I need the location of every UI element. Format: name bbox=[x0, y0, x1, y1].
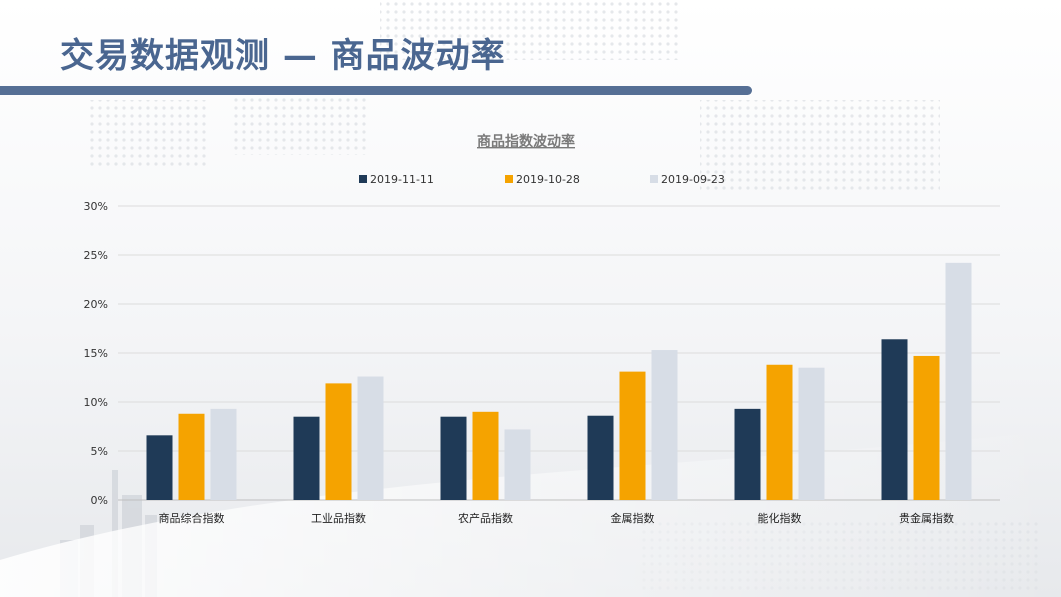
legend-label: 2019-09-23 bbox=[661, 173, 725, 186]
title-underline-bar bbox=[0, 86, 752, 95]
legend-swatch bbox=[505, 175, 513, 183]
y-tick-label: 15% bbox=[84, 347, 108, 360]
light-swoosh bbox=[0, 430, 1061, 597]
bar bbox=[293, 416, 320, 500]
bar bbox=[146, 435, 173, 500]
y-tick-label: 5% bbox=[91, 445, 108, 458]
bar bbox=[178, 413, 205, 500]
y-tick-label: 10% bbox=[84, 396, 108, 409]
chart-gridlines bbox=[118, 205, 1000, 501]
y-tick-label: 30% bbox=[84, 200, 108, 213]
chart-title: 商品指数波动率 bbox=[477, 133, 575, 150]
y-tick-label: 25% bbox=[84, 249, 108, 262]
x-category-label: 贵金属指数 bbox=[899, 511, 954, 525]
legend-label: 2019-11-11 bbox=[370, 173, 434, 186]
bar bbox=[881, 339, 908, 500]
y-tick-label: 0% bbox=[91, 494, 108, 507]
legend-swatch bbox=[359, 175, 367, 183]
bar bbox=[651, 350, 678, 500]
bar bbox=[945, 262, 972, 500]
x-category-label: 工业品指数 bbox=[311, 511, 366, 525]
page-title: 交易数据观测 — 商品波动率 bbox=[60, 36, 506, 76]
x-category-label: 商品综合指数 bbox=[159, 511, 225, 525]
bar bbox=[504, 429, 531, 500]
bar bbox=[587, 415, 614, 500]
x-axis: 商品综合指数 工业品指数 农产品指数 金属指数 能化指数 贵金属指数 bbox=[159, 511, 955, 525]
bar bbox=[210, 408, 237, 500]
legend-label: 2019-10-28 bbox=[516, 173, 580, 186]
bar bbox=[325, 383, 352, 500]
x-category-label: 农产品指数 bbox=[458, 511, 513, 525]
bar bbox=[440, 416, 467, 500]
x-category-label: 能化指数 bbox=[758, 511, 802, 525]
bar bbox=[913, 355, 940, 500]
bar bbox=[472, 411, 499, 500]
bar bbox=[619, 371, 646, 500]
y-axis: 0% 5% 10% 15% 20% 25% 30% bbox=[84, 200, 108, 507]
bar bbox=[357, 376, 384, 500]
bar bbox=[766, 364, 793, 500]
x-category-label: 金属指数 bbox=[611, 511, 655, 525]
chart-legend: 2019-11-11 2019-10-28 2019-09-23 bbox=[359, 173, 725, 186]
chart-bars bbox=[146, 262, 972, 500]
y-tick-label: 20% bbox=[84, 298, 108, 311]
bar bbox=[798, 367, 825, 500]
legend-swatch bbox=[650, 175, 658, 183]
bar bbox=[734, 408, 761, 500]
